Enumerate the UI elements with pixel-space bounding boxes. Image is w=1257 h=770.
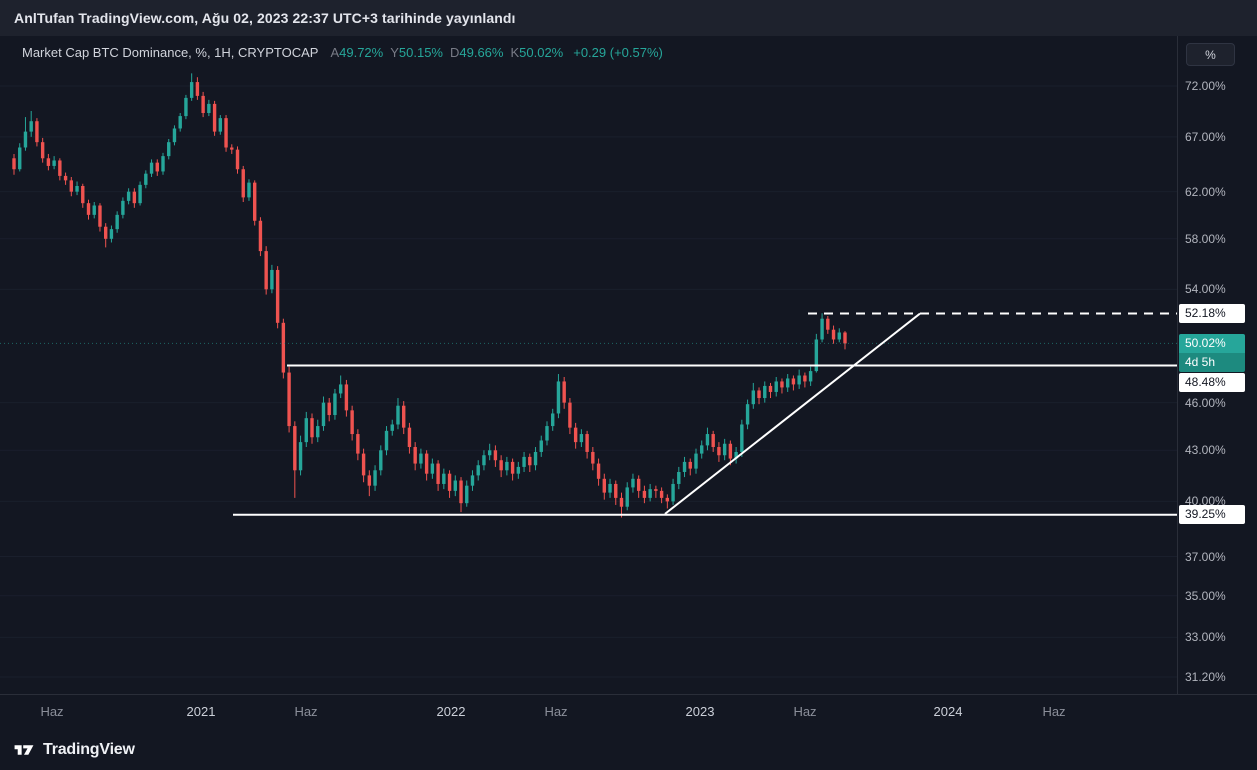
ohlc-key: D [449, 45, 460, 60]
ohlc-key: K [510, 45, 520, 60]
price-tick-label: 72.00% [1185, 79, 1226, 93]
time-tick-label: Haz [544, 704, 568, 719]
price-tick-label: 37.00% [1185, 549, 1226, 564]
price-label-value: 52.18% [1185, 306, 1226, 321]
time-tick-label: 2023 [685, 704, 715, 719]
time-tick-label: 2024 [933, 704, 963, 719]
price-line-label: 48.48% [1179, 372, 1245, 392]
ohlc-key: Y [390, 45, 399, 60]
price-tick-label: 33.00% [1185, 630, 1226, 645]
candlestick-plot[interactable] [0, 36, 1177, 694]
time-tick-label: 2021 [186, 704, 216, 719]
change-value: +0.29 (+0.57%) [573, 45, 663, 60]
time-tick-label: 2022 [436, 704, 466, 719]
percent-scale-button[interactable]: % [1186, 43, 1235, 66]
price-label-value: 48.48% [1185, 374, 1226, 389]
time-axis[interactable]: Haz 2021 Haz 2022 Haz 2023 Haz 2024 Haz [0, 694, 1257, 730]
ohlc-open: A49.72% [330, 45, 383, 60]
symbol-title[interactable]: Market Cap BTC Dominance, %, 1H, CRYPTOC… [22, 45, 319, 60]
ohlc-low: D49.66% [450, 45, 503, 60]
tradingview-logo-icon[interactable] [13, 739, 35, 761]
bar-countdown-label: 4d 5h [1179, 352, 1245, 372]
price-tick-label: 62.00% [1185, 184, 1226, 199]
published-title: AnlTufan TradingView.com, Ağu 02, 2023 2… [14, 10, 516, 26]
price-tick-label: 35.00% [1185, 588, 1226, 603]
price-axis[interactable]: 72.00% 67.00% 62.00% 58.00% 54.00% 46.00% 43.0… [1177, 36, 1257, 694]
time-tick-label: Haz [1042, 704, 1066, 719]
last-price-label: 50.02% 4d 5h [1179, 333, 1245, 372]
price-label-value: 39.25% [1185, 507, 1226, 522]
price-tick-label: 46.00% [1185, 395, 1226, 410]
price-tick-label: 58.00% [1185, 231, 1226, 246]
grid-layer [0, 85, 1177, 678]
price-tick-label: 54.00% [1185, 282, 1226, 297]
tradingview-wordmark[interactable]: TradingView [43, 741, 135, 758]
drawings-layer [233, 312, 1177, 516]
ohlc-value: 49.72% [339, 45, 384, 60]
ohlc-high: Y50.15% [390, 45, 443, 60]
footer: TradingView [0, 730, 1257, 770]
published-bar: AnlTufan TradingView.com, Ağu 02, 2023 2… [0, 0, 1257, 36]
ohlc-value: 50.15% [398, 45, 443, 60]
ohlc-value: 49.66% [459, 45, 504, 60]
price-tick-label: 67.00% [1185, 129, 1226, 144]
price-label-value: 50.02% [1179, 333, 1245, 353]
chart-legend: Market Cap BTC Dominance, %, 1H, CRYPTOC… [22, 45, 663, 60]
price-tick-label: 31.20% [1185, 670, 1226, 684]
price-line-label: 52.18% [1179, 304, 1245, 324]
price-line-label: 39.25% [1179, 505, 1245, 525]
price-tick-label: 40.00% [1185, 494, 1226, 509]
time-tick-label: Haz [294, 704, 318, 719]
time-tick-label: Haz [40, 704, 64, 719]
candles-layer [12, 73, 847, 518]
ohlc-key: A [330, 45, 340, 60]
price-tick-label: 43.00% [1185, 443, 1226, 458]
time-tick-label: Haz [793, 704, 817, 719]
ohlc-close: K50.02% [510, 45, 563, 60]
ohlc-value: 50.02% [519, 45, 564, 60]
ascending-trendline[interactable] [664, 312, 921, 515]
